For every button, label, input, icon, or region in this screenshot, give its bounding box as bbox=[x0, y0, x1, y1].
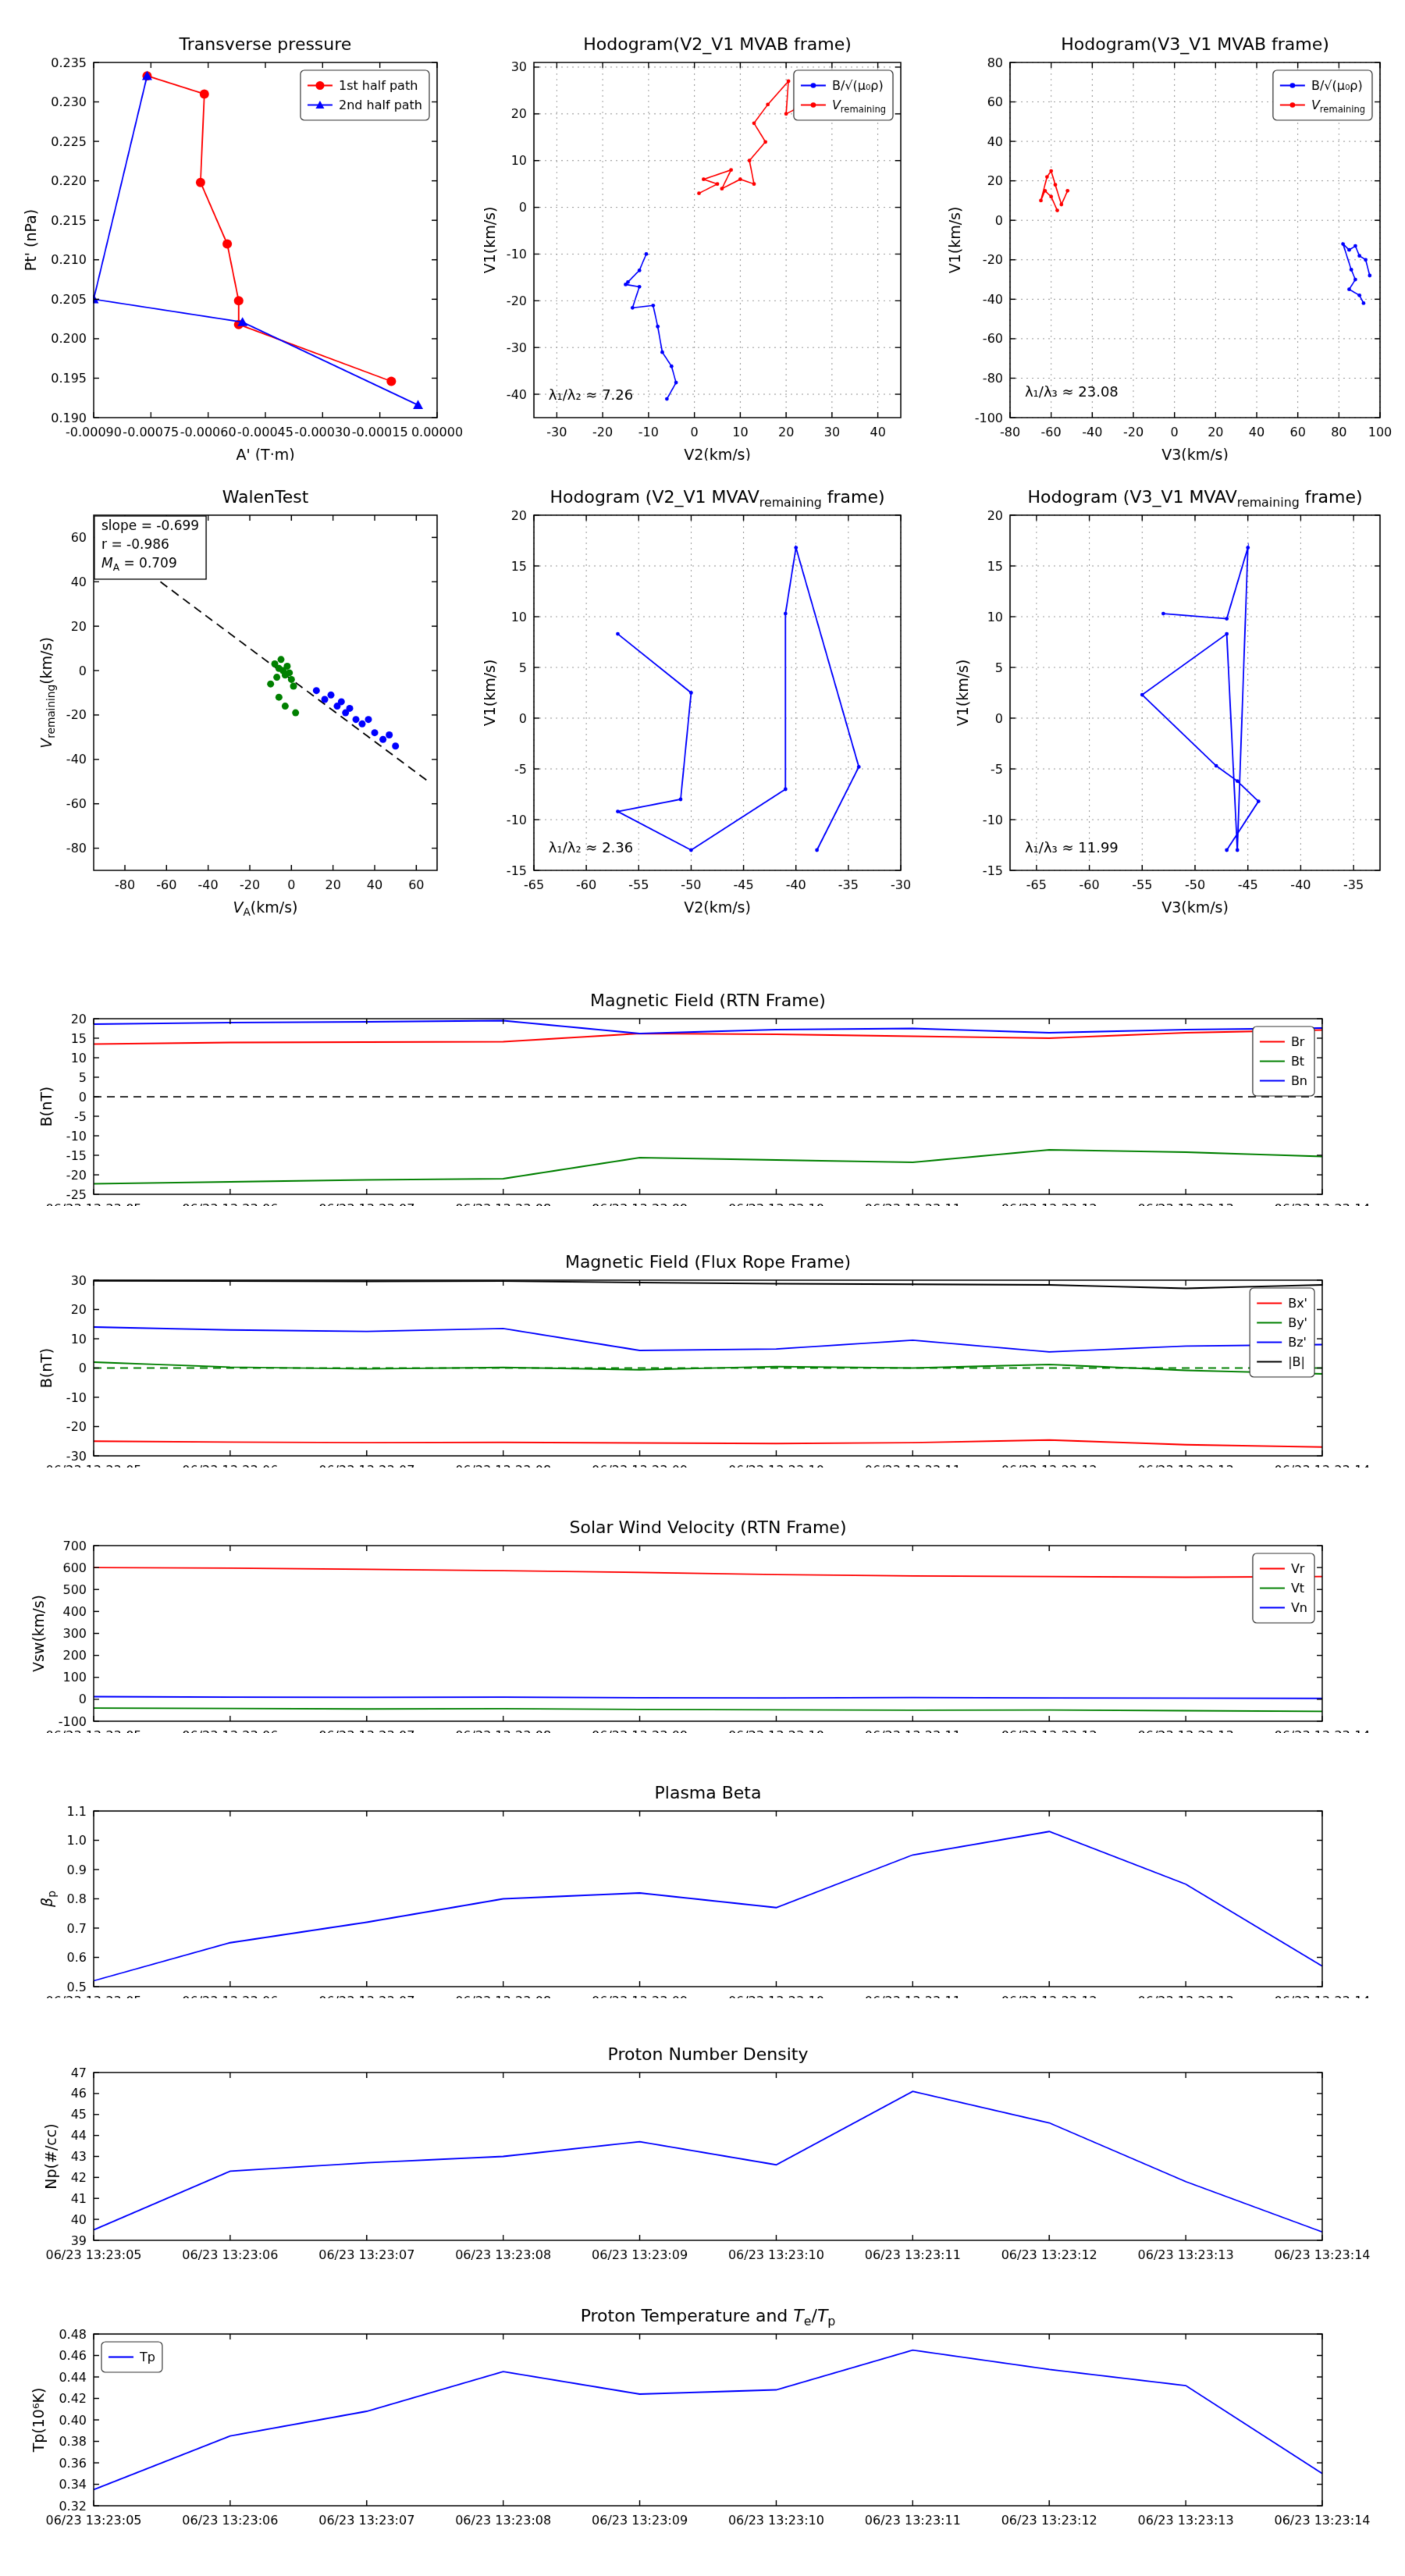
plot-hodogram-v2v1-mvav bbox=[484, 461, 944, 929]
plot-proton-density bbox=[0, 2010, 1405, 2260]
plot-magnetic-field-rtn bbox=[0, 956, 1405, 1206]
plot-plasma-beta bbox=[0, 1749, 1405, 1998]
plot-hodogram-v3v1-mvab bbox=[944, 8, 1405, 461]
plot-magnetic-field-flux-rope bbox=[0, 1218, 1405, 1468]
plot-proton-temperature bbox=[0, 2264, 1405, 2576]
plot-solar-wind-velocity bbox=[0, 1483, 1405, 1733]
plot-hodogram-v2v1-mvab bbox=[484, 8, 944, 461]
plot-hodogram-v3v1-mvav bbox=[944, 461, 1405, 929]
plot-walen-test bbox=[0, 461, 484, 929]
plot-transverse-pressure bbox=[0, 8, 484, 461]
